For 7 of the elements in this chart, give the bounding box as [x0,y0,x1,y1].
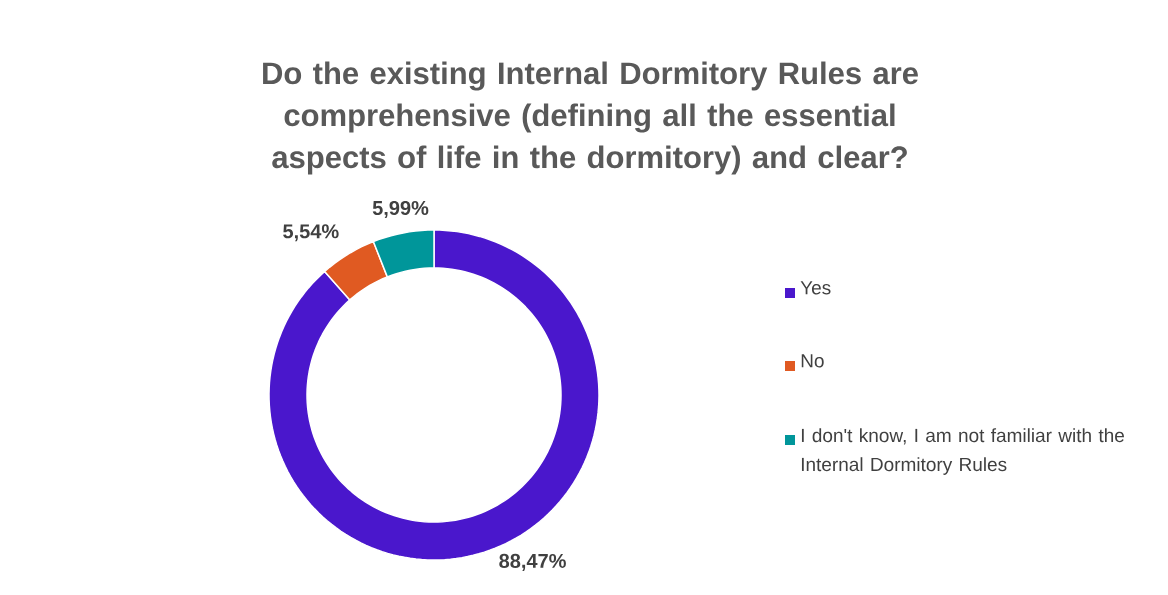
data-label: 5,54% [283,224,339,242]
data-label: 88,47% [499,553,566,571]
chart-title: Do the existing Internal Dormitory Rules are comprehensive (defining all the essential aspects of life in the dormitory) and clear? [263,61,918,175]
legend-label: I don't know, I am not familiar with the Internal Dormitory Rules [801,428,1124,475]
legend-label: Yes [800,281,831,295]
legend-label: No [801,354,824,368]
data-label: 5,99% [372,200,429,218]
